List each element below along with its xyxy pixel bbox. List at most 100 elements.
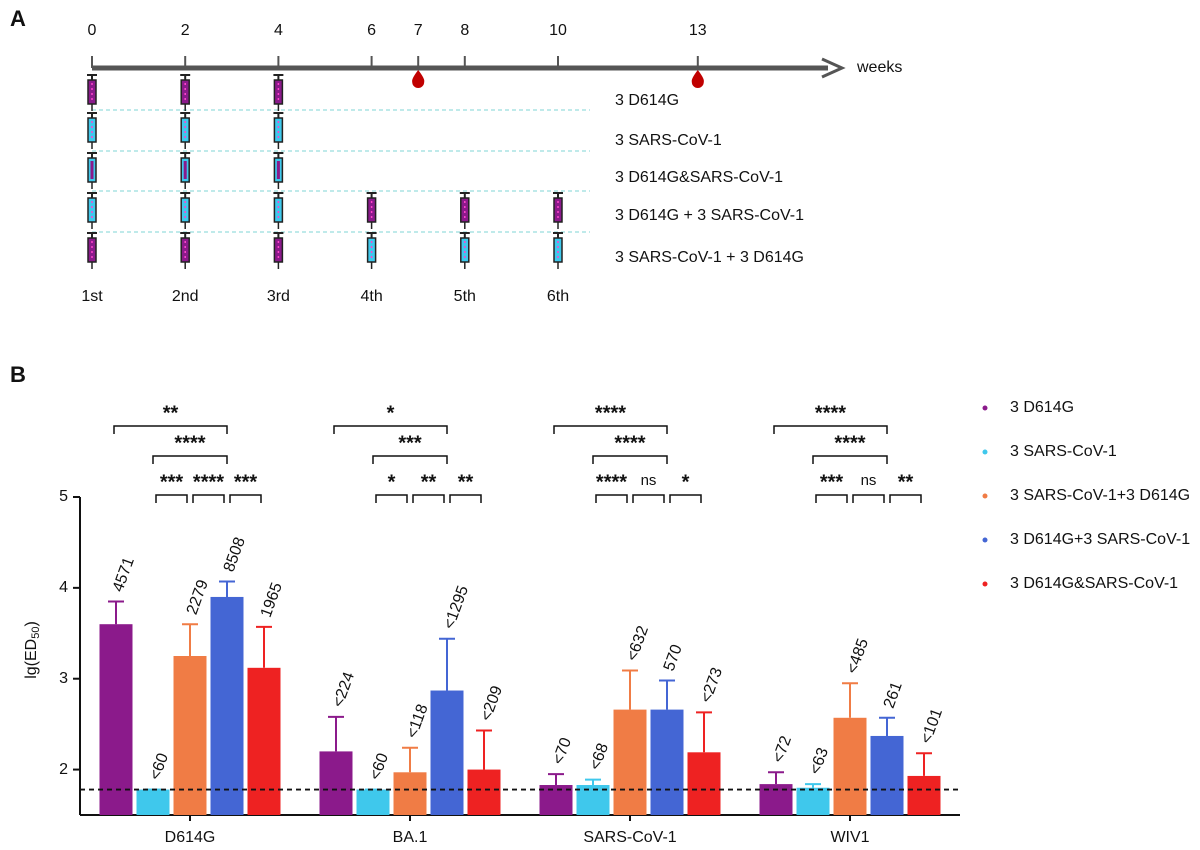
y-axis-label-part: ): [23, 621, 40, 626]
significance-bracket: [889, 494, 922, 503]
bar: [430, 690, 464, 815]
significance-label: ***: [398, 432, 422, 454]
value-label: <70: [550, 736, 575, 767]
value-label: <209: [478, 684, 506, 724]
week-label: 0: [88, 22, 97, 39]
significance-bracket: [815, 494, 848, 503]
dose-label: 2nd: [172, 288, 199, 305]
week-label: 4: [274, 22, 283, 39]
panel-letter: B: [10, 362, 26, 387]
syringe: [553, 232, 563, 269]
y-tick-label: 3: [59, 670, 68, 687]
syringe: [273, 232, 284, 269]
error-bar: [256, 625, 272, 668]
legend-marker: [982, 449, 988, 455]
y-axis-label-part: 50: [30, 627, 42, 639]
value-label: 4571: [110, 555, 138, 594]
significance-label: **: [458, 471, 474, 493]
week-unit: weeks: [856, 59, 902, 76]
significance-bracket: [773, 425, 888, 434]
dose-label: 6th: [547, 288, 569, 305]
legend-marker: [982, 493, 988, 499]
y-tick-label: 2: [59, 761, 68, 778]
significance-bracket: [192, 494, 225, 503]
week-label: 13: [689, 22, 707, 39]
significance-bracket: [152, 455, 228, 464]
barrel-inner: [90, 161, 94, 179]
significance-label: ****: [193, 471, 224, 493]
regimen-label: 3 D614G + 3 SARS-CoV-1: [615, 207, 804, 224]
y-axis-label: lg(ED50): [23, 621, 42, 679]
syringe: [87, 192, 97, 229]
syringe: [180, 192, 191, 229]
bar: [173, 656, 207, 815]
dose-label: 3rd: [267, 288, 290, 305]
bar: [393, 772, 427, 815]
bar: [650, 709, 684, 815]
bar: [687, 752, 721, 815]
legend-marker: [982, 405, 988, 411]
x-tick-label: D614G: [165, 829, 216, 846]
bar: [796, 787, 830, 815]
bar: [99, 624, 133, 815]
bar: [136, 789, 170, 815]
x-tick-label: BA.1: [393, 829, 428, 846]
bar: [356, 789, 390, 815]
significance-bracket: [412, 494, 445, 503]
value-label: <1295: [441, 583, 472, 631]
value-label: 2279: [184, 578, 212, 617]
significance-label: ****: [595, 402, 626, 424]
significance-bracket: [375, 494, 408, 503]
bar: [870, 735, 904, 815]
value-label: <101: [918, 706, 946, 746]
significance-bracket: [155, 494, 188, 503]
significance-bracket: [669, 494, 702, 503]
significance-bracket: [333, 425, 448, 434]
syringe: [273, 112, 284, 149]
significance-bracket: [229, 494, 262, 503]
bar: [907, 775, 941, 815]
error-bar: [476, 729, 492, 770]
significance-label: ***: [234, 471, 258, 493]
value-label: <224: [330, 670, 358, 710]
significance-label: *: [387, 402, 395, 424]
value-label: <63: [807, 746, 832, 777]
significance-label: ns: [641, 472, 657, 489]
x-tick-label: SARS-CoV-1: [583, 829, 676, 846]
syringe: [87, 232, 97, 269]
bleed-drop: [412, 70, 425, 88]
error-bar: [182, 623, 198, 656]
value-label: <72: [770, 734, 795, 765]
timeline-arrow: [821, 57, 846, 79]
significance-label: ****: [834, 432, 865, 454]
value-label: 261: [881, 680, 906, 711]
error-bar: [328, 715, 344, 752]
legend-marker: [982, 581, 988, 587]
significance-label: ns: [861, 472, 877, 489]
value-label: 8508: [221, 535, 249, 574]
bar: [833, 717, 867, 815]
week-label: 2: [181, 22, 190, 39]
panel-letter: A: [10, 6, 26, 31]
significance-label: ****: [174, 432, 205, 454]
significance-label: **: [163, 402, 179, 424]
bar: [247, 667, 281, 815]
value-label: <60: [147, 751, 172, 782]
syringe: [180, 152, 191, 189]
error-bar: [879, 716, 895, 736]
syringe: [87, 112, 97, 149]
value-label: 570: [661, 642, 686, 673]
significance-label: ****: [614, 432, 645, 454]
error-bar: [842, 682, 858, 718]
barrel-inner: [276, 161, 280, 179]
bleed-drop: [691, 70, 704, 88]
error-bar: [916, 752, 932, 776]
error-bar: [402, 746, 418, 773]
error-bar: [805, 783, 821, 788]
regimen-label: 3 SARS-CoV-1 + 3 D614G: [615, 249, 804, 266]
syringe: [459, 232, 470, 269]
significance-label: ***: [160, 471, 184, 493]
error-bar: [585, 778, 601, 786]
syringe: [553, 192, 563, 229]
